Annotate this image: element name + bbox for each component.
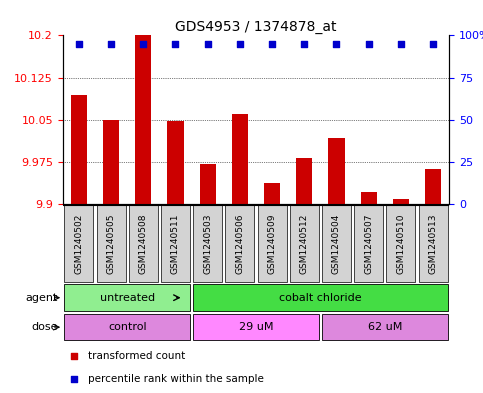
Bar bbox=[168, 121, 184, 204]
FancyBboxPatch shape bbox=[193, 285, 448, 311]
FancyBboxPatch shape bbox=[64, 205, 93, 282]
Bar bbox=[135, 35, 151, 204]
FancyBboxPatch shape bbox=[193, 205, 222, 282]
Point bbox=[429, 40, 437, 47]
FancyBboxPatch shape bbox=[129, 205, 158, 282]
Bar bbox=[328, 138, 344, 204]
Text: GSM1240508: GSM1240508 bbox=[139, 213, 148, 274]
FancyBboxPatch shape bbox=[354, 205, 383, 282]
Text: 29 uM: 29 uM bbox=[239, 322, 273, 332]
Text: GSM1240505: GSM1240505 bbox=[107, 213, 115, 274]
Point bbox=[397, 40, 405, 47]
Bar bbox=[264, 183, 280, 204]
Point bbox=[204, 40, 212, 47]
Bar bbox=[393, 199, 409, 204]
FancyBboxPatch shape bbox=[322, 205, 351, 282]
FancyBboxPatch shape bbox=[193, 314, 319, 340]
FancyBboxPatch shape bbox=[419, 205, 448, 282]
Point bbox=[236, 40, 244, 47]
Text: GSM1240503: GSM1240503 bbox=[203, 213, 212, 274]
Text: GSM1240504: GSM1240504 bbox=[332, 213, 341, 274]
Text: untreated: untreated bbox=[99, 293, 155, 303]
Text: GSM1240513: GSM1240513 bbox=[428, 213, 438, 274]
Text: 62 uM: 62 uM bbox=[368, 322, 402, 332]
FancyBboxPatch shape bbox=[226, 205, 255, 282]
FancyBboxPatch shape bbox=[257, 205, 286, 282]
Text: GSM1240512: GSM1240512 bbox=[300, 213, 309, 274]
Text: GSM1240507: GSM1240507 bbox=[364, 213, 373, 274]
Point bbox=[75, 40, 83, 47]
FancyBboxPatch shape bbox=[64, 285, 190, 311]
Point bbox=[300, 40, 308, 47]
Title: GDS4953 / 1374878_at: GDS4953 / 1374878_at bbox=[175, 20, 337, 34]
Point bbox=[171, 40, 179, 47]
Bar bbox=[232, 114, 248, 204]
Bar bbox=[199, 164, 216, 204]
FancyBboxPatch shape bbox=[97, 205, 126, 282]
Text: GSM1240509: GSM1240509 bbox=[268, 213, 277, 274]
Point bbox=[71, 376, 78, 382]
FancyBboxPatch shape bbox=[322, 314, 448, 340]
Text: GSM1240506: GSM1240506 bbox=[235, 213, 244, 274]
FancyBboxPatch shape bbox=[290, 205, 319, 282]
Text: cobalt chloride: cobalt chloride bbox=[279, 293, 362, 303]
FancyBboxPatch shape bbox=[386, 205, 415, 282]
Point bbox=[140, 40, 147, 47]
Text: percentile rank within the sample: percentile rank within the sample bbox=[88, 374, 264, 384]
Bar bbox=[71, 94, 87, 204]
FancyBboxPatch shape bbox=[161, 205, 190, 282]
Text: GSM1240511: GSM1240511 bbox=[171, 213, 180, 274]
Point bbox=[268, 40, 276, 47]
Text: GSM1240502: GSM1240502 bbox=[74, 213, 84, 274]
Text: agent: agent bbox=[26, 293, 58, 303]
Point bbox=[107, 40, 115, 47]
Point bbox=[365, 40, 372, 47]
Bar bbox=[425, 169, 441, 204]
Bar bbox=[296, 158, 313, 204]
Text: GSM1240510: GSM1240510 bbox=[397, 213, 405, 274]
Text: control: control bbox=[108, 322, 146, 332]
FancyBboxPatch shape bbox=[64, 314, 190, 340]
Bar bbox=[103, 120, 119, 204]
Bar bbox=[361, 192, 377, 204]
Point bbox=[71, 353, 78, 359]
Text: transformed count: transformed count bbox=[88, 351, 185, 361]
Point bbox=[333, 40, 341, 47]
Text: dose: dose bbox=[31, 322, 58, 332]
